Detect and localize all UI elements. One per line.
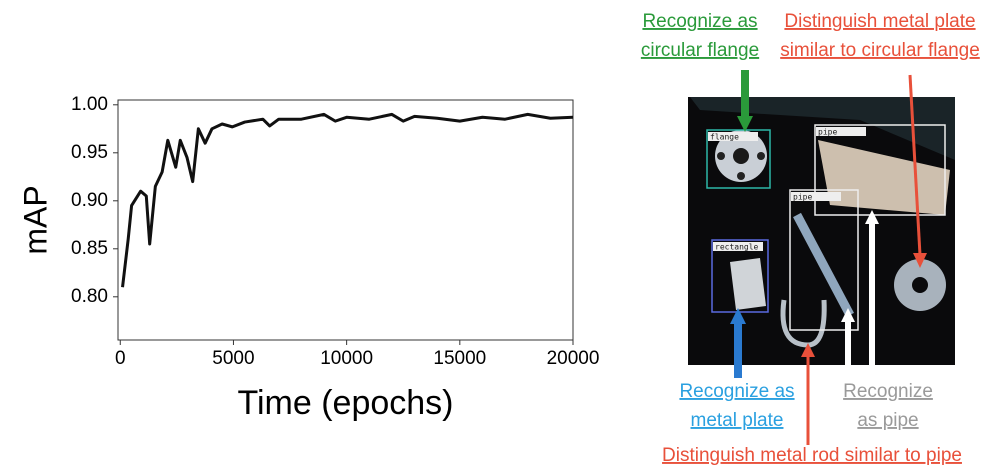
y-tick-label: 0.85 [71,238,108,259]
y-tick-label: 0.80 [71,286,108,307]
detection-label: flange [710,133,739,142]
annotation: Recognize as [679,381,794,402]
detection-tag [713,242,763,251]
annotation: Distinguish metal plate [784,11,975,32]
detection-tag [816,127,866,136]
data-line [121,112,574,288]
detection-tag [708,132,758,141]
x-tick-label: 20000 [547,348,600,369]
x-tick-label: 10000 [320,348,373,369]
y-tick-label: 0.95 [71,142,108,163]
annotation: Recognize as [642,11,757,32]
arrows [730,70,927,445]
annotation: circular flange [641,40,759,61]
detection-tag [791,192,841,201]
annotation: similar to circular flange [780,40,980,61]
detection-label: pipe [793,193,812,202]
y-tick-label: 0.90 [71,190,108,211]
detection-label: pipe [818,128,837,137]
annotation: metal plate [691,410,784,431]
y-axis-label: mAP [17,185,53,254]
annotation: Distinguish metal rod similar to pipe [662,445,962,466]
x-axis-label: Time (epochs) [237,384,453,422]
annotation: Recognize [843,381,933,402]
x-tick-label: 0 [115,348,126,369]
detection-label: rectangle [715,243,759,252]
plot-frame [117,99,574,341]
x-tick-label: 5000 [212,348,254,369]
annotation: as pipe [857,410,918,431]
y-tick-label: 1.00 [71,94,108,115]
x-tick-label: 15000 [433,348,486,369]
